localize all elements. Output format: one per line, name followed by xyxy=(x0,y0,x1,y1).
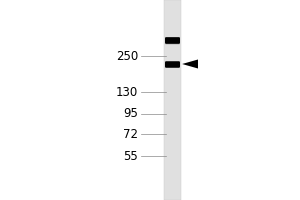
Text: 95: 95 xyxy=(123,107,138,120)
Polygon shape xyxy=(182,60,198,68)
Text: 55: 55 xyxy=(123,150,138,162)
Bar xyxy=(164,0,181,200)
Text: 72: 72 xyxy=(123,128,138,141)
Text: 250: 250 xyxy=(116,49,138,62)
Text: 130: 130 xyxy=(116,86,138,98)
